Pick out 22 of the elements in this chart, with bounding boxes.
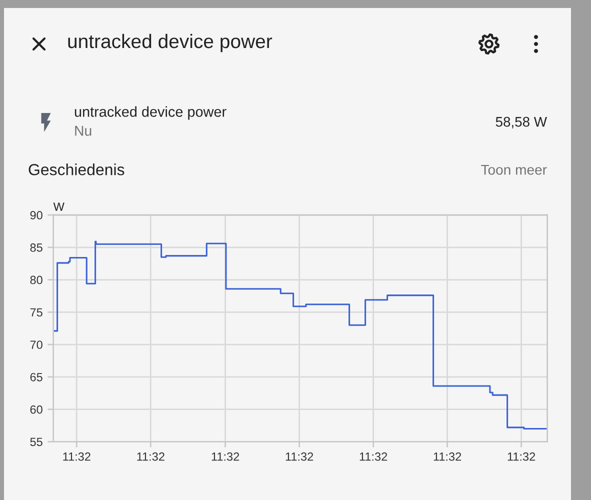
y-tick-label: 90: [30, 211, 42, 220]
x-tick-label: 11:32: [360, 452, 388, 461]
y-tick-label: 65: [30, 372, 42, 382]
text: Geschiedenis: [28, 164, 124, 176]
x-tick-label: 11:32: [137, 452, 164, 461]
text: untracked device power: [74, 106, 226, 120]
y-tick-label: 80: [30, 276, 42, 284]
chart-title: untracked device power: [68, 34, 272, 52]
text: Toon meer: [481, 164, 547, 175]
text: Nu: [75, 126, 92, 136]
y-tick-label: 70: [30, 340, 42, 349]
x-tick-label: 11:32: [508, 452, 536, 461]
text: 58,58 W: [496, 116, 547, 128]
x-tick-label: 11:32: [434, 452, 462, 461]
y-tick-label: 75: [30, 308, 42, 317]
y-tick-label: 60: [30, 405, 42, 414]
y-tick-label: 85: [30, 243, 42, 252]
y-tick-label: 55: [30, 438, 42, 446]
x-tick-label: 11:32: [63, 452, 90, 461]
x-tick-label: 11:32: [212, 452, 240, 461]
x-tick-label: 11:32: [286, 452, 314, 461]
y-axis-title: W: [53, 202, 64, 211]
